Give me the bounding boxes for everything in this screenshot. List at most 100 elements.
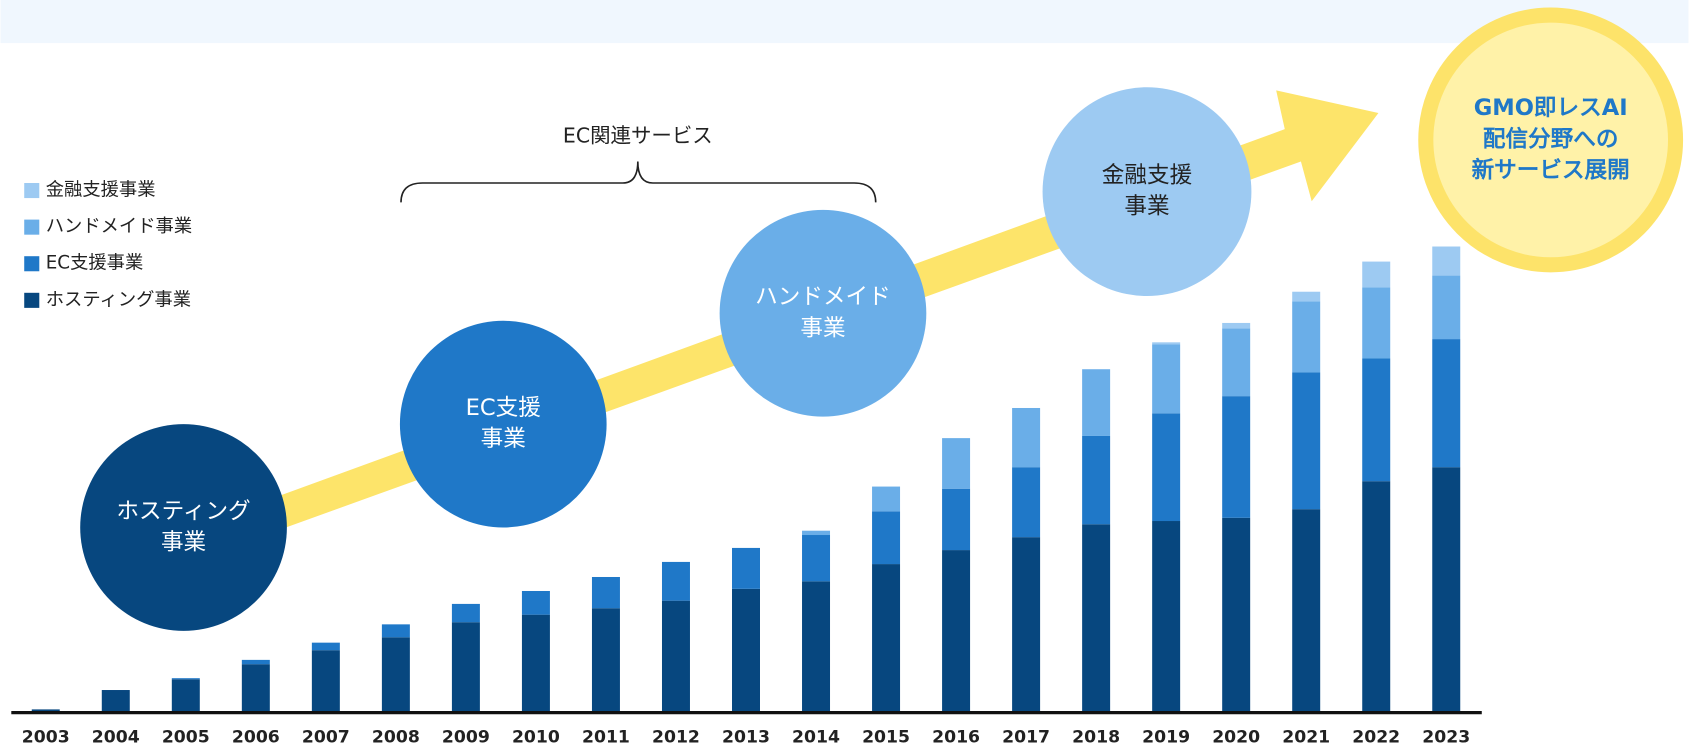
bar-segment	[942, 550, 971, 713]
x-tick-label: 2022	[1352, 727, 1400, 746]
bubble-label: ハンドメイド	[755, 284, 891, 310]
bar-segment	[732, 588, 760, 713]
bar-segment	[1152, 521, 1181, 713]
bar-segment	[1012, 407, 1041, 468]
legend-swatch	[24, 219, 40, 235]
legend-label: 金融支援事業	[46, 180, 156, 201]
bar-segment	[872, 486, 901, 512]
bar-segment	[1222, 396, 1251, 518]
x-tick-label: 2018	[1072, 727, 1120, 746]
x-tick-label: 2017	[1002, 727, 1050, 746]
bar-segment	[311, 650, 340, 713]
bar-segment	[381, 637, 410, 713]
bracket	[400, 161, 877, 203]
bar-segment	[1432, 246, 1461, 276]
bubble-label: 事業	[1124, 194, 1169, 220]
bar-segment	[591, 576, 620, 609]
bracket-label: EC関連サービス	[563, 124, 713, 148]
bar-segment	[802, 581, 831, 713]
bar-segment	[802, 530, 831, 536]
legend-swatch	[24, 292, 40, 308]
bar-segment	[1432, 275, 1461, 340]
bar-segment	[1292, 291, 1321, 302]
bar-segment	[1292, 509, 1321, 713]
x-tick-label: 2010	[512, 727, 560, 746]
bar-segment	[591, 608, 620, 713]
bar-segment	[1012, 537, 1041, 713]
bar-segment	[942, 438, 971, 489]
bar-segment	[171, 678, 200, 680]
bar-segment	[381, 624, 410, 638]
bubble-label: 事業	[481, 426, 526, 452]
bar-segment	[661, 561, 690, 601]
legend-label: ホスティング事業	[46, 289, 191, 310]
top-band	[0, 0, 1689, 44]
bar-segment	[732, 547, 760, 589]
bar-segment	[942, 488, 971, 551]
x-tick-label: 2013	[722, 727, 770, 746]
bar-segment	[1082, 524, 1111, 713]
x-tick-label: 2005	[162, 727, 210, 746]
bar-segment	[311, 642, 340, 651]
x-tick-label: 2014	[792, 727, 840, 746]
bar-segment	[1082, 369, 1111, 436]
bar-segment	[521, 614, 550, 713]
bubble	[1042, 87, 1252, 297]
bar-segment	[521, 590, 550, 615]
x-tick-label: 2004	[92, 727, 140, 746]
x-tick-label: 2007	[302, 727, 350, 746]
bar-segment	[1362, 481, 1391, 713]
bar-segment	[1012, 467, 1041, 538]
x-tick-label: 2006	[232, 727, 280, 746]
labels: 2003 2004 2005 2006 2007 2008 2009 2010 2011 2012…	[22, 95, 1630, 747]
x-tick-label: 2008	[372, 727, 420, 746]
x-tick-label: 2021	[1282, 727, 1330, 746]
bubble	[719, 209, 927, 417]
bar-segment	[872, 564, 901, 713]
bar-segment	[1152, 344, 1181, 414]
bar-segment	[451, 603, 480, 623]
bar-segment	[1152, 342, 1181, 345]
bar-segment	[241, 659, 270, 665]
legend-label: EC支援事業	[46, 253, 144, 274]
bubble	[1418, 7, 1684, 273]
x-tick-label: 2016	[932, 727, 980, 746]
bar-segment	[1292, 301, 1321, 373]
legend-label: ハンドメイド事業	[46, 216, 192, 237]
bubble-label: 金融支援	[1102, 163, 1192, 189]
bubble-label: ホスティング	[116, 498, 250, 524]
bar-segment	[1292, 372, 1321, 510]
bar-segment	[872, 511, 901, 565]
x-tick-label: 2020	[1212, 727, 1260, 746]
legend-swatch	[24, 256, 40, 272]
x-tick-label: 2019	[1142, 727, 1190, 746]
x-tick-label: 2009	[442, 727, 490, 746]
bar-segment	[1362, 358, 1391, 482]
bubble-label: 事業	[800, 315, 845, 341]
bubble-label: 配信分野への	[1483, 125, 1619, 152]
bar-segment	[451, 622, 480, 713]
bubble	[80, 424, 287, 631]
bar-segment	[1362, 287, 1391, 359]
x-tick-label: 2003	[22, 727, 70, 746]
bar-segment	[661, 600, 690, 713]
bubble-label: 新サービス展開	[1472, 157, 1630, 184]
bar-segment	[1362, 261, 1391, 288]
x-tick-label: 2012	[652, 727, 700, 746]
bar-segment	[1082, 435, 1111, 525]
bar-segment	[802, 535, 831, 582]
bar-segment	[101, 690, 130, 713]
bar-segment	[1152, 413, 1181, 522]
legend-swatch	[24, 183, 40, 199]
bubble-label: EC支援	[466, 395, 541, 421]
x-tick-label: 2015	[862, 727, 910, 746]
x-tick-label: 2023	[1422, 727, 1470, 746]
bar-segment	[1222, 517, 1251, 713]
bar-segment	[1222, 328, 1251, 397]
bubble	[399, 320, 607, 528]
bar-segment	[241, 664, 270, 713]
bars	[31, 246, 1461, 713]
bubble-label: 事業	[161, 530, 206, 556]
